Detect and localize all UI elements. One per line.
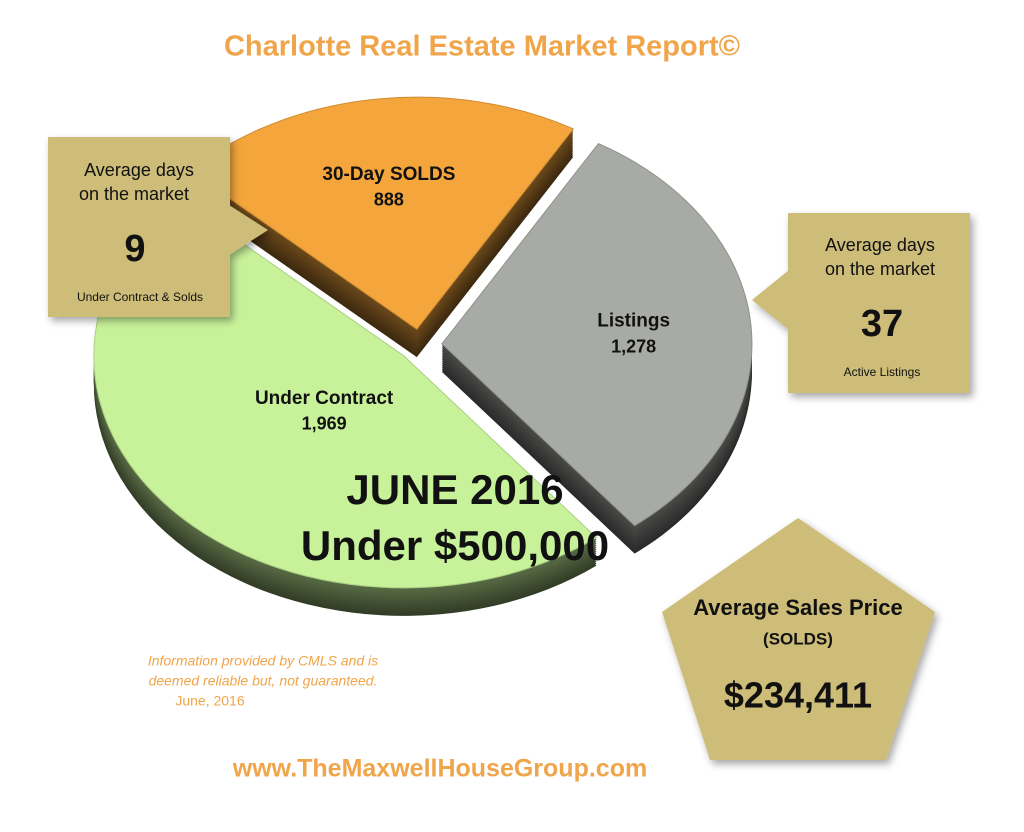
footnote: Information provided by CMLS and is bbox=[148, 653, 378, 669]
slice-label: Listings bbox=[597, 311, 670, 332]
slice-value: 888 bbox=[374, 190, 404, 210]
price-subtitle: (SOLDS) bbox=[763, 629, 833, 648]
callout-left bbox=[48, 137, 268, 317]
footnote: June, 2016 bbox=[175, 693, 244, 709]
price-title: Average Sales Price bbox=[693, 595, 903, 620]
callout-arrow bbox=[752, 270, 789, 330]
callout-value: 9 bbox=[124, 228, 145, 270]
callout-line: Average days bbox=[84, 160, 194, 180]
footnote: deemed reliable but, not guaranteed. bbox=[149, 673, 378, 689]
chart-title: Charlotte Real Estate Market Report© bbox=[224, 31, 740, 63]
callout-arrow bbox=[229, 205, 268, 255]
callout-line: Average days bbox=[825, 235, 935, 255]
callout-line: on the market bbox=[79, 184, 189, 204]
website: www.TheMaxwellHouseGroup.com bbox=[232, 755, 647, 783]
price-value: $234,411 bbox=[724, 675, 872, 716]
callout-box bbox=[48, 137, 230, 317]
callout-note: Active Listings bbox=[844, 365, 921, 379]
slice-value: 1,969 bbox=[302, 414, 347, 434]
callout-line: on the market bbox=[825, 259, 935, 279]
slice-value: 1,278 bbox=[611, 336, 656, 356]
subtitle: Under $500,000 bbox=[301, 522, 609, 569]
callout-note: Under Contract & Solds bbox=[77, 290, 203, 304]
slice-label: Under Contract bbox=[255, 388, 394, 409]
subtitle: JUNE 2016 bbox=[346, 466, 563, 513]
slice bbox=[441, 142, 753, 527]
callout-value: 37 bbox=[861, 303, 903, 345]
callout-box bbox=[788, 213, 970, 393]
slice-label: 30-Day SOLDS bbox=[322, 164, 455, 185]
price-pentagon bbox=[662, 518, 935, 760]
callout-right bbox=[752, 213, 970, 393]
